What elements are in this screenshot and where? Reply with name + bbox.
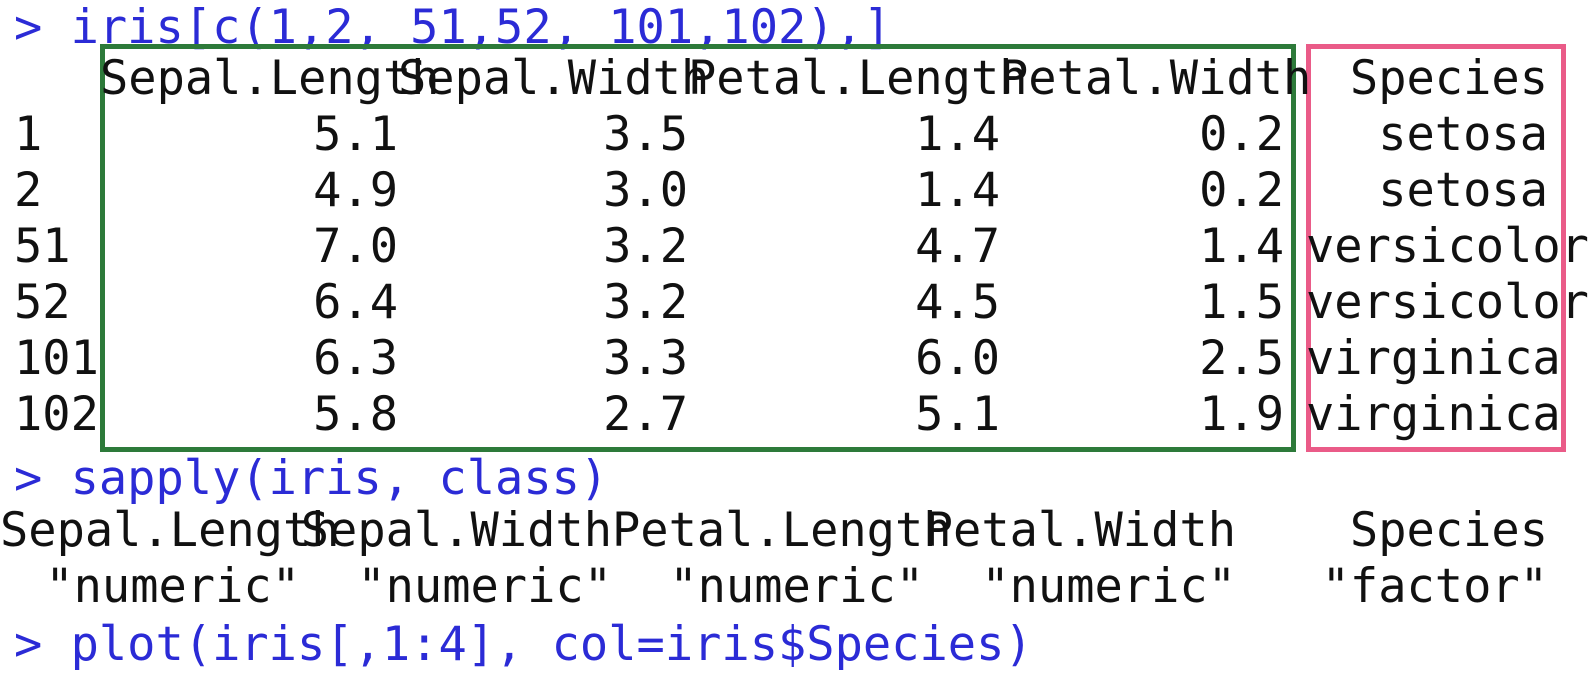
command-line-sapply[interactable]: > sapply(iris, class)	[14, 451, 609, 506]
cell-petal-length: 4.7	[915, 219, 1000, 274]
class-name-sepal-width: Sepal.Width	[300, 503, 612, 558]
class-name-petal-width: Petal.Width	[924, 503, 1236, 558]
cell-sepal-width: 3.2	[603, 219, 688, 274]
row-name: 102	[14, 387, 99, 442]
cell-sepal-length: 4.9	[313, 163, 398, 218]
cell-species: setosa	[1378, 107, 1548, 162]
species-column-highlight	[1306, 44, 1566, 452]
class-name-sepal-length: Sepal.Length	[0, 503, 340, 558]
cell-petal-width: 0.2	[1199, 107, 1284, 162]
cell-petal-width: 0.2	[1199, 163, 1284, 218]
cell-sepal-width: 3.3	[603, 331, 688, 386]
column-header-sepal-length: Sepal.Length	[100, 51, 440, 106]
cell-petal-length: 6.0	[915, 331, 1000, 386]
row-name: 52	[14, 275, 71, 330]
column-header-sepal-width: Sepal.Width	[398, 51, 710, 106]
cell-petal-width: 1.4	[1199, 219, 1284, 274]
cell-petal-width: 1.9	[1199, 387, 1284, 442]
cell-sepal-length: 5.1	[313, 107, 398, 162]
column-header-petal-length: Petal.Length	[688, 51, 1028, 106]
cell-sepal-width: 3.2	[603, 275, 688, 330]
column-header-petal-width: Petal.Width	[1000, 51, 1312, 106]
cell-species: setosa	[1378, 163, 1548, 218]
cell-species: versicolor	[1306, 219, 1589, 274]
class-value-sepal-width: "numeric"	[357, 559, 612, 614]
cell-petal-length: 1.4	[915, 163, 1000, 218]
cell-sepal-length: 6.3	[313, 331, 398, 386]
cell-petal-width: 1.5	[1199, 275, 1284, 330]
cell-petal-length: 4.5	[915, 275, 1000, 330]
row-name: 2	[14, 163, 43, 218]
class-value-species: "factor"	[1321, 559, 1548, 614]
cell-species: virginica	[1306, 331, 1561, 386]
cell-species: versicolor	[1306, 275, 1589, 330]
class-value-petal-width: "numeric"	[981, 559, 1236, 614]
class-name-petal-length: Petal.Length	[612, 503, 952, 558]
cell-sepal-width: 2.7	[603, 387, 688, 442]
cell-sepal-width: 3.0	[603, 163, 688, 218]
class-value-sepal-length: "numeric"	[45, 559, 300, 614]
row-name: 1	[14, 107, 43, 162]
cell-sepal-length: 5.8	[313, 387, 398, 442]
cell-species: virginica	[1306, 387, 1561, 442]
class-value-petal-length: "numeric"	[669, 559, 924, 614]
row-name: 101	[14, 331, 99, 386]
column-header-species: Species	[1349, 51, 1548, 106]
cell-petal-width: 2.5	[1199, 331, 1284, 386]
class-name-species: Species	[1349, 503, 1548, 558]
command-line-plot[interactable]: > plot(iris[,1:4], col=iris$Species)	[14, 617, 1033, 672]
numeric-columns-highlight	[100, 44, 1296, 452]
cell-sepal-length: 6.4	[313, 275, 398, 330]
cell-petal-length: 5.1	[915, 387, 1000, 442]
cell-sepal-length: 7.0	[313, 219, 398, 274]
row-name: 51	[14, 219, 71, 274]
cell-sepal-width: 3.5	[603, 107, 688, 162]
cell-petal-length: 1.4	[915, 107, 1000, 162]
